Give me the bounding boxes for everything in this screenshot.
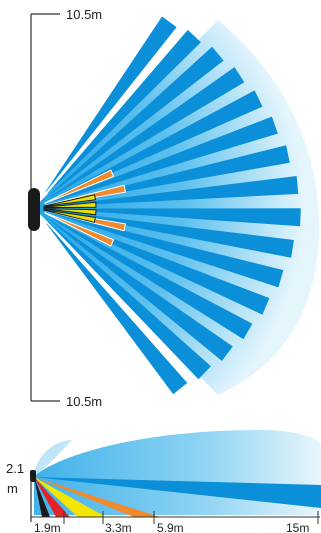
long-range-beam-13 [51,217,253,340]
long-range-beam-6 [52,116,278,202]
side-dark-beam [34,477,50,517]
distance-label-2: 3.3m [105,521,132,533]
long-range-beam-9 [54,208,301,227]
side-mid-zone-beam [34,477,160,517]
height-label-top: 2.1 [6,461,24,476]
side-view: 2.1 m 1.9m 3.3m 5.9m 15m [6,430,321,533]
long-range-beam-4 [50,67,245,198]
long-range-beam-16 [46,223,188,395]
long-range-beam-1 [45,16,177,192]
near-zone-beam-2 [43,201,97,209]
sensor-unit [28,188,40,231]
distance-label-1: 1.9m [34,521,61,533]
side-near-yellow-beam [34,477,106,517]
range-top-label: 10.5m [66,7,102,22]
distance-label-3: 5.9m [157,521,184,533]
side-long-range-beam [34,477,321,508]
near-zone-beams [43,194,97,223]
top-view: 10.5m 10.5m [28,7,319,409]
mid-zone-beam-1 [44,169,115,204]
long-range-beam-2 [47,29,201,194]
mid-zone-beam-4 [44,212,115,247]
near-zone-beam-4 [43,209,96,223]
range-bottom-label: 10.5m [66,394,102,409]
side-near-bubble [34,440,72,476]
height-label-bottom: m [7,481,18,496]
long-range-beam-8 [53,176,299,207]
near-zone-beam-1 [43,194,97,207]
near-zone-beam-3 [43,208,97,216]
long-range-beam-5 [51,90,263,200]
long-range-beam-14 [49,219,233,361]
distance-label-4: 15m [286,521,309,533]
long-range-beam-3 [49,46,224,196]
side-near-red-beam [34,477,70,517]
long-range-beam-11 [53,213,284,288]
long-range-beam-15 [48,221,211,380]
